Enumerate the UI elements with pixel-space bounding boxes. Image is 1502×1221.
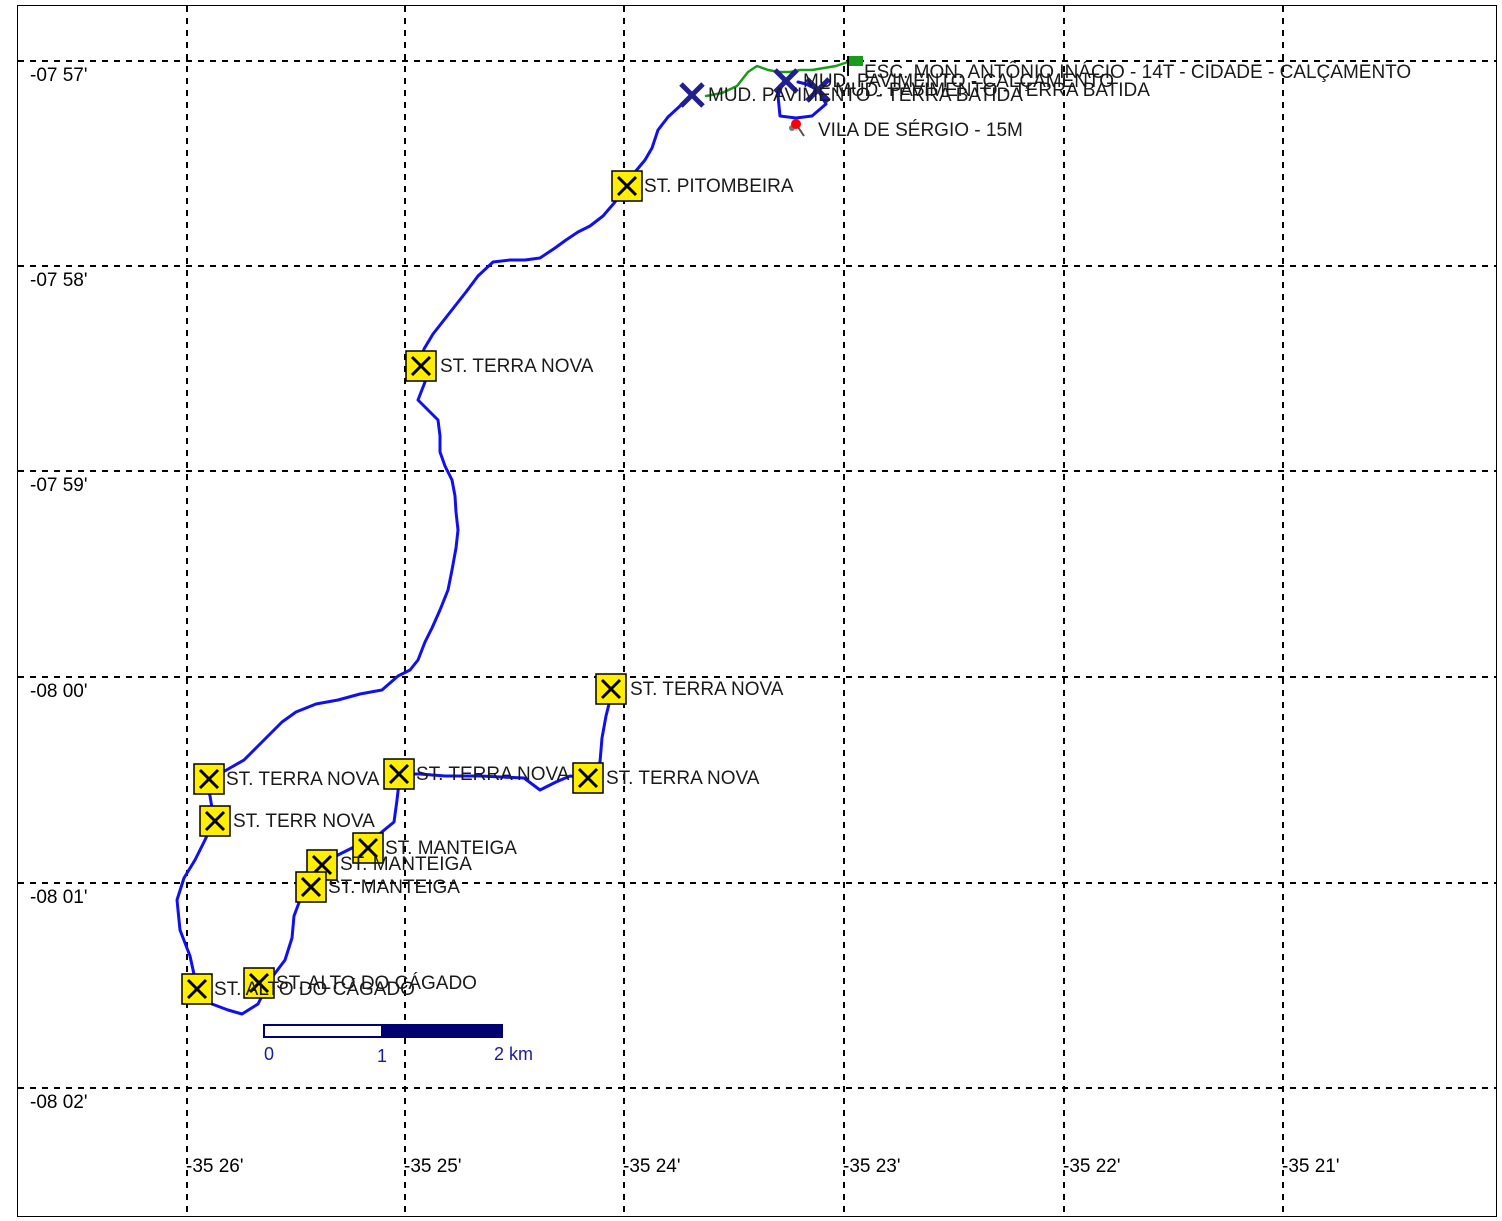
waypoint-label: ST. TERRA NOVA	[226, 769, 380, 790]
lon-label: -35 26'	[186, 1156, 244, 1177]
yellow-x-icon[interactable]	[199, 805, 231, 837]
lat-label: -07 57'	[30, 65, 88, 86]
blue-x-icon[interactable]	[679, 82, 705, 108]
yellow-x-icon[interactable]	[572, 762, 604, 794]
lon-label: -35 22'	[1063, 1156, 1121, 1177]
lat-label: -08 02'	[30, 1092, 88, 1113]
waypoint-label: ST. ALTO DO CÁGADO	[214, 979, 415, 1000]
graticule	[18, 6, 1496, 1216]
scale-label: 2 km	[494, 1044, 533, 1064]
map-frame	[17, 5, 1497, 1217]
scale-bar: 0 1 2 km	[263, 1024, 533, 1066]
yellow-x-icon[interactable]	[595, 673, 627, 705]
waypoint-label: ST. TERRA NOVA	[606, 768, 760, 789]
waypoint-label: MUD. PAVIMENTO - CALÇAMENTO	[803, 71, 1114, 92]
waypoint-label: ST. MANTEIGA	[328, 877, 460, 898]
waypoint-label: ST. TERRA NOVA	[416, 764, 570, 785]
village-loop	[776, 78, 828, 120]
green-track	[704, 56, 860, 98]
blue-x-icon[interactable]	[773, 68, 799, 94]
waypoint-label: ST. TERRA NOVA	[630, 679, 784, 700]
track-lines	[175, 56, 860, 1016]
latitude-labels: -07 57' -07 58' -07 59' -08 00' -08 01' …	[30, 65, 88, 1113]
lon-label: -35 25'	[404, 1156, 462, 1177]
yellow-x-icon[interactable]	[295, 871, 327, 903]
waypoint-label: ST. ALTO DO CÁGADO	[276, 973, 477, 994]
waypoint-label: ESC. MON. ANTÔNIO INÁCIO - 14T - CIDADE …	[864, 61, 1411, 83]
lon-label: -35 21'	[1282, 1156, 1340, 1177]
scale-label: 1	[377, 1046, 387, 1066]
lat-label: -08 01'	[30, 887, 88, 908]
waypoint-label: ST. MANTEIGA	[340, 854, 472, 875]
lat-label: -07 58'	[30, 270, 88, 291]
pin-icon[interactable]	[789, 119, 805, 137]
lon-label: -35 23'	[843, 1156, 901, 1177]
waypoint-markers	[181, 56, 863, 1005]
waypoint-labels: ST. PITOMBEIRA ST. TERRA NOVA ST. TERRA NO…	[214, 61, 1411, 1000]
yellow-x-icon[interactable]	[405, 350, 437, 382]
flag-icon[interactable]	[847, 56, 863, 76]
waypoint-label: MUD. PAVIMENTO - TERRA BATIDA	[708, 85, 1023, 106]
waypoint-label: MUD. PAVIMENTO - TERRA BATIDA	[835, 80, 1150, 101]
yellow-x-icon[interactable]	[383, 758, 415, 790]
yellow-x-icon[interactable]	[352, 832, 384, 864]
waypoint-label: ST. TERR NOVA	[233, 811, 375, 832]
waypoint-label: ST. PITOMBEIRA	[644, 176, 794, 197]
longitude-labels: -35 26' -35 25' -35 24' -35 23' -35 22' …	[186, 1156, 1340, 1177]
lat-label: -07 59'	[30, 475, 88, 496]
lon-label: -35 24'	[623, 1156, 681, 1177]
waypoint-label: ST. MANTEIGA	[385, 838, 517, 859]
yellow-x-icon[interactable]	[193, 763, 225, 795]
scale-segment-dark	[381, 1024, 503, 1038]
yellow-x-icon[interactable]	[243, 967, 275, 999]
blue-x-icon[interactable]	[805, 77, 831, 103]
yellow-x-icon[interactable]	[611, 170, 643, 202]
lat-label: -08 00'	[30, 681, 88, 702]
scale-segment-light	[263, 1024, 383, 1038]
scale-label: 0	[264, 1044, 274, 1064]
yellow-x-icon[interactable]	[181, 973, 213, 1005]
waypoint-label: VILA DE SÉRGIO - 15M	[818, 120, 1023, 141]
waypoint-label: ST. TERRA NOVA	[440, 356, 594, 377]
